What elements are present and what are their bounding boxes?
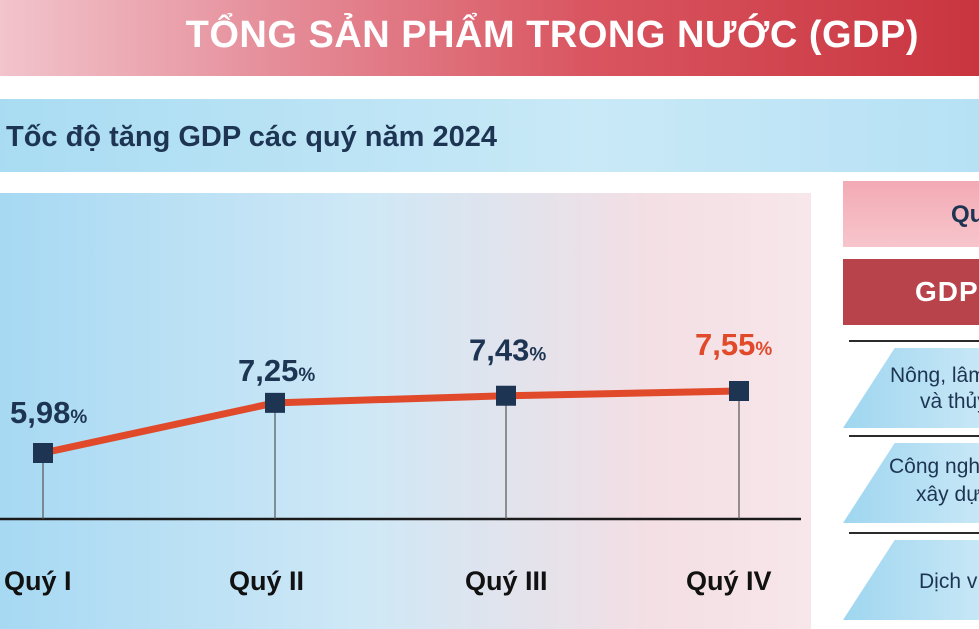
series-line bbox=[42, 387, 740, 457]
sidebar-quarter-label: Quý I bbox=[951, 201, 979, 228]
data-label: 5,98% bbox=[10, 395, 87, 430]
x-tick-label: Quý IV bbox=[686, 566, 772, 596]
divider-line bbox=[849, 532, 979, 534]
sector-label-line1: Dịch v bbox=[919, 570, 978, 593]
data-point-marker bbox=[496, 385, 516, 406]
x-tick-label: Quý III bbox=[465, 566, 548, 596]
divider-line bbox=[849, 435, 979, 437]
section-title: Tốc độ tăng GDP các quý năm 2024 bbox=[6, 121, 498, 153]
page-title: TỔNG SẢN PHẨM TRONG NƯỚC (GDP) bbox=[185, 14, 919, 56]
x-tick-label: Quý II bbox=[229, 566, 304, 596]
sidebar-panel: Quý I GDP Nông, lâm và thủy Công ngh xây… bbox=[812, 172, 979, 629]
divider-line bbox=[849, 340, 979, 342]
gdp-line-chart: 5,98% 7,25% 7,43% 7,55% Quý I Quý II Quý III Qu… bbox=[0, 327, 801, 596]
data-point-marker bbox=[33, 443, 53, 463]
x-tick-label: Quý I bbox=[4, 566, 72, 596]
sector-label-line1: Công ngh bbox=[889, 455, 979, 478]
sector-label-line1: Nông, lâm bbox=[890, 364, 979, 387]
sector-label-line2: và thủy bbox=[920, 390, 979, 413]
sector-services: Dịch v bbox=[843, 532, 979, 620]
sidebar-gdp-label: GDP bbox=[915, 276, 979, 307]
section-bar: Tốc độ tăng GDP các quý năm 2024 bbox=[0, 99, 979, 172]
data-label: 7,43% bbox=[469, 333, 546, 368]
header-banner: TỔNG SẢN PHẨM TRONG NƯỚC (GDP) bbox=[0, 0, 979, 76]
sector-label-line2: xây dự bbox=[916, 483, 979, 506]
sector-industry: Công ngh xây dự bbox=[843, 435, 979, 523]
data-point-marker bbox=[265, 392, 285, 413]
chart-panel bbox=[0, 193, 811, 629]
sidebar-quarter-header: Quý I bbox=[843, 181, 979, 247]
sidebar-gdp-header: GDP bbox=[843, 259, 979, 325]
data-label: 7,25% bbox=[238, 353, 315, 388]
data-point-marker bbox=[729, 381, 749, 401]
sector-agriculture: Nông, lâm và thủy bbox=[843, 340, 979, 428]
sector-shape bbox=[843, 348, 979, 428]
data-label: 7,55% bbox=[695, 327, 772, 362]
